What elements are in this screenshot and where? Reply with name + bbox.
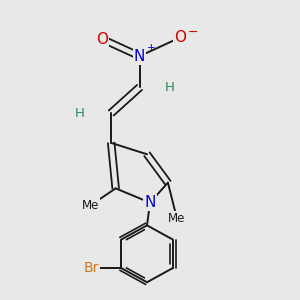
Text: +: + [147,43,155,53]
Text: H: H [164,81,174,94]
Text: Me: Me [168,212,186,225]
Text: Me: Me [82,199,99,212]
Text: Br: Br [83,261,99,275]
Text: N: N [144,195,156,210]
Text: O: O [96,32,108,46]
Text: N: N [134,49,145,64]
Text: O: O [174,30,186,45]
Text: H: H [75,106,85,119]
Text: −: − [188,26,199,38]
